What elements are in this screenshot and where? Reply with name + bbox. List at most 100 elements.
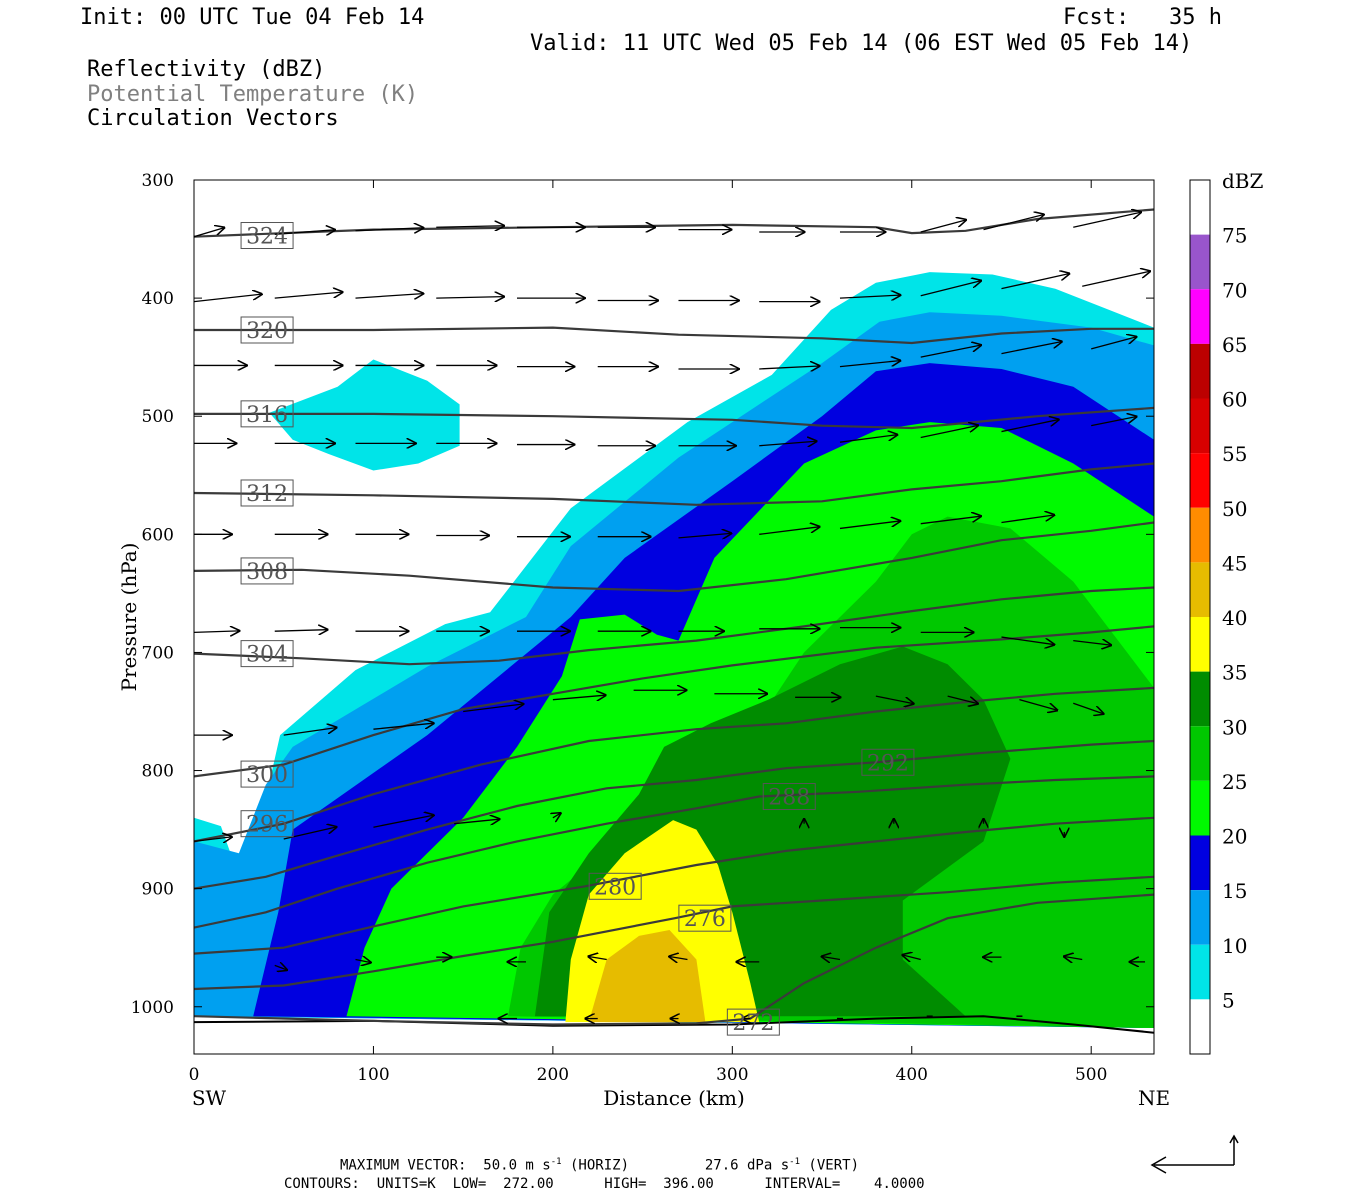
theta-label-box-320 <box>240 316 294 344</box>
y-axis-title: Pressure (hPa) <box>117 543 141 692</box>
x-tick-label: 200 <box>537 1065 569 1085</box>
forecast-hour: Fcst: 35 h <box>1063 5 1222 30</box>
reference-vector-icon <box>1150 1134 1239 1174</box>
theta-contour-labels: 324 320 316 312 308 304 300 296 292 288 280 276 272 <box>240 222 915 1036</box>
theta-contours <box>194 208 1154 1034</box>
vector-arrow <box>283 728 337 736</box>
vector-arrow <box>839 361 900 368</box>
vector-arrow <box>355 294 423 299</box>
plot-frame <box>193 179 1155 1055</box>
theta-label-276: 276 <box>684 907 726 932</box>
x-tick-label: 100 <box>357 1065 389 1085</box>
theta-label-300: 300 <box>246 763 288 788</box>
theta-label-box-276 <box>678 904 732 932</box>
colorbar-label: 60 <box>1222 388 1247 412</box>
vector-arrow <box>1073 702 1103 714</box>
theta-label-316: 316 <box>246 403 288 428</box>
field-circulation-vectors: Circulation Vectors <box>87 106 339 131</box>
colorbar-label: 65 <box>1222 333 1247 357</box>
vector-arrow <box>463 704 523 713</box>
colorbar-segment <box>1190 180 1210 235</box>
vector-arrow <box>274 292 343 299</box>
vector-arrow <box>274 965 287 970</box>
vector-arrow <box>678 533 731 538</box>
colorbar-segment <box>1190 726 1210 781</box>
colorbar-label: 15 <box>1222 879 1247 903</box>
x-left-end-label: SW <box>192 1086 227 1110</box>
valid-time: Valid: 11 UTC Wed 05 Feb 14 (06 EST Wed … <box>530 31 1193 56</box>
y-tick-label: 700 <box>142 643 174 663</box>
x-tick-label: 500 <box>1075 1065 1107 1085</box>
colorbar-frame <box>1189 179 1211 1055</box>
vector-arrow <box>1001 274 1069 290</box>
theta-label-272: 272 <box>732 1011 774 1036</box>
theta-contour-288 <box>194 775 1154 929</box>
colorbar-segment <box>1190 999 1210 1054</box>
vector-arrow <box>1091 417 1136 427</box>
theta-contour-292 <box>194 739 1154 890</box>
colorbar-segment <box>1190 617 1210 672</box>
reflectivity-fill <box>194 272 1154 1029</box>
theta-contour-320 <box>194 326 1154 345</box>
vector-arrow <box>1073 641 1111 646</box>
vector-arrow <box>903 955 921 960</box>
theta-label-box-308 <box>240 557 294 585</box>
x-tick-label: 0 <box>189 1065 200 1085</box>
y-tick-label: 500 <box>142 407 174 427</box>
theta-label-292: 292 <box>867 751 909 776</box>
vector-arrow <box>983 215 1044 231</box>
theta-label-box-304 <box>240 640 294 668</box>
vector-arrow <box>920 425 978 439</box>
circulation-vectors <box>194 212 1150 1018</box>
contour-note: CONTOURS: UNITS=K LOW= 272.00 HIGH= 396.… <box>284 1176 925 1192</box>
vector-arrow <box>1001 420 1058 433</box>
theta-contour-304 <box>194 586 1154 666</box>
init-time: Init: 00 UTC Tue 04 Feb 14 <box>80 5 425 30</box>
vector-arrow <box>355 960 370 963</box>
theta-label-280: 280 <box>594 875 636 900</box>
vector-arrow <box>920 516 981 525</box>
vector-arrow <box>839 435 897 443</box>
theta-label-box-296 <box>240 810 294 838</box>
vector-arrow <box>839 521 900 530</box>
colorbar-segment <box>1190 562 1210 617</box>
theta-label-312: 312 <box>246 482 288 507</box>
vector-arrow <box>1073 212 1141 228</box>
x-tick-label: 400 <box>896 1065 928 1085</box>
colorbar-label: 40 <box>1222 606 1247 630</box>
theta-label-box-280 <box>588 872 642 900</box>
colorbar-segment <box>1190 780 1210 836</box>
y-tick-label: 600 <box>142 525 174 545</box>
colorbar-label: 45 <box>1222 551 1247 575</box>
axes: 300 400 500 600 700 800 900 1000 0 100 200 300 400 50… <box>117 171 1170 1110</box>
vector-arrow <box>194 228 224 238</box>
theta-label-296: 296 <box>246 813 288 838</box>
theta-contour-312 <box>194 462 1154 506</box>
vector-arrow <box>552 695 606 700</box>
field-reflectivity: Reflectivity (dBZ) <box>87 57 326 82</box>
theta-contour-316 <box>194 406 1154 430</box>
colorbar-label: 35 <box>1222 661 1247 685</box>
colorbar: 5 10 15 20 25 30 35 40 45 50 55 60 65 70 75 dBZ <box>1189 169 1264 1055</box>
theta-label-288: 288 <box>768 786 810 811</box>
vector-arrow <box>920 220 966 233</box>
vector-arrow <box>274 230 335 235</box>
vector-arrow <box>436 297 504 299</box>
vector-arrow <box>759 527 819 535</box>
theta-label-308: 308 <box>246 560 288 585</box>
y-tick-label: 800 <box>142 762 174 782</box>
colorbar-segment <box>1190 671 1210 727</box>
vector-arrow <box>839 295 900 298</box>
theta-label-box-272 <box>726 1008 780 1036</box>
vector-arrow <box>589 957 607 960</box>
theta-label-box-312 <box>240 479 294 507</box>
field-potential-temperature: Potential Temperature (K) <box>87 82 419 107</box>
vector-arrow <box>759 441 816 446</box>
colorbar-label: 5 <box>1222 988 1235 1012</box>
theta-contour-280 <box>194 816 1154 955</box>
vector-arrow <box>1001 515 1054 524</box>
colorbar-label: 75 <box>1222 224 1247 248</box>
theta-label-320: 320 <box>246 319 288 344</box>
vector-arrow <box>920 281 981 297</box>
colorbar-segment <box>1190 343 1210 399</box>
